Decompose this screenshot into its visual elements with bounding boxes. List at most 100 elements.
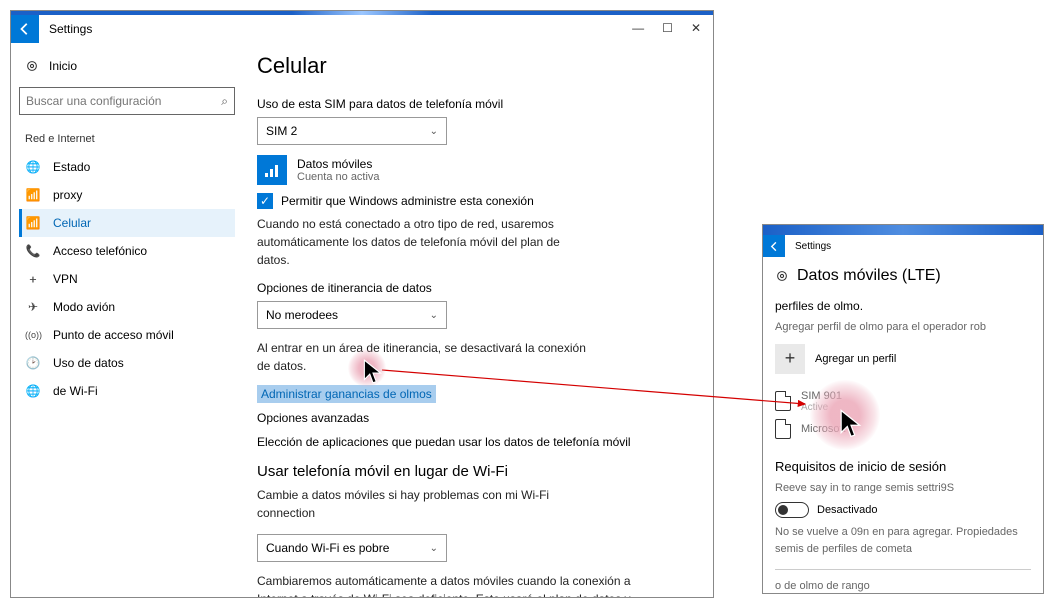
home-label: Inicio	[49, 59, 77, 73]
close-button[interactable]: ✕	[691, 21, 701, 35]
sidebar: Inicio ⌕ Red e Internet 🌐 Estado 📶 proxy…	[11, 43, 243, 597]
globe-icon: 🌐	[25, 384, 41, 398]
auto-connect-note: Cuando no está conectado a otro tipo de …	[257, 215, 587, 269]
nav-label: Uso de datos	[53, 356, 124, 370]
plus-icon: +	[775, 344, 805, 374]
checkbox-checked-icon[interactable]: ✓	[257, 193, 273, 209]
roaming-note: Al entrar en un área de itinerancia, se …	[257, 339, 587, 375]
signal-icon: 📶	[25, 216, 41, 230]
nav-uso-datos[interactable]: 🕑 Uso de datos	[19, 349, 235, 377]
login-req-header: Requisitos de inicio de sesión	[775, 459, 1031, 474]
clock-icon: 🕑	[25, 356, 41, 370]
add-profile-label: Agregar un perfil	[815, 353, 896, 365]
apps-choice-label: Elección de aplicaciones que puedan usar…	[257, 435, 695, 449]
signal-bars-icon	[257, 155, 287, 185]
toggle-off-icon[interactable]	[775, 502, 809, 518]
sim-profile-status: Active	[801, 402, 842, 413]
checkbox-label: Permitir que Windows administre esta con…	[281, 194, 534, 208]
nav-vpn[interactable]: ᚐ VPN	[19, 265, 235, 293]
roaming-label: Opciones de itinerancia de datos	[257, 281, 695, 295]
nav-hotspot[interactable]: ((o)) Punto de acceso móvil	[19, 321, 235, 349]
sim-select[interactable]: SIM 2 ⌄	[257, 117, 447, 145]
tile-text: Datos móviles Cuenta no activa	[297, 157, 380, 183]
roaming-value: No merodees	[266, 308, 338, 322]
login-toggle[interactable]: Desactivado	[775, 502, 1031, 518]
separator	[775, 569, 1031, 570]
content-area: Celular Uso de esta SIM para datos de te…	[243, 43, 713, 597]
hotspot-icon: ((o))	[25, 330, 41, 340]
tile-title: Datos móviles	[297, 157, 380, 171]
maximize-button[interactable]: ☐	[662, 21, 673, 35]
login-desc: Reeve say in to range semis settri9S	[775, 480, 1031, 497]
minimize-button[interactable]: —	[632, 21, 644, 35]
add-profile-button[interactable]: + Agregar un perfil	[775, 344, 1031, 374]
nav-label: VPN	[53, 272, 78, 286]
use-cellular-header: Usar telefonía móvil en lugar de Wi-Fi	[257, 463, 695, 480]
nav-label: Estado	[53, 160, 90, 174]
nav-acceso-telefonico[interactable]: 📞 Acceso telefónico	[19, 237, 235, 265]
back-button[interactable]	[763, 235, 785, 257]
globe-icon: 🌐	[25, 160, 41, 174]
chevron-down-icon: ⌄	[430, 543, 438, 554]
sim-profile-2[interactable]: Microsoft	[775, 419, 1031, 439]
nav-label: Punto de acceso móvil	[53, 328, 174, 342]
vpn-icon: ᚐ	[25, 272, 41, 286]
home-nav[interactable]: Inicio	[19, 53, 235, 79]
window-frame-top	[763, 225, 1043, 235]
nav-modo-avion[interactable]: ✈ Modo avión	[19, 293, 235, 321]
sim-card-icon	[775, 391, 791, 411]
profiles-label: perfiles de olmo.	[775, 299, 1031, 313]
page-title: Celular	[257, 53, 695, 79]
switch-description: Cambie a datos móviles si hay problemas …	[257, 486, 557, 522]
lte-content: Datos móviles (LTE) perfiles de olmo. Ag…	[763, 267, 1043, 595]
sim-profile-name: Microsoft	[801, 423, 846, 435]
sim-usage-label: Uso de esta SIM para datos de telefonía …	[257, 97, 695, 111]
sim-select-value: SIM 2	[266, 124, 297, 138]
sim-profile-name: SIM 901	[801, 390, 842, 402]
settings-window-lte: Settings Datos móviles (LTE) perfiles de…	[762, 224, 1044, 594]
window-title: Settings	[39, 22, 92, 36]
airplane-icon: ✈	[25, 300, 41, 314]
search-box[interactable]: ⌕	[19, 87, 235, 115]
sim-card-icon	[775, 419, 791, 439]
mobile-data-tile[interactable]: Datos móviles Cuenta no activa	[257, 155, 695, 185]
back-button[interactable]	[11, 15, 39, 43]
phone-icon: 📞	[25, 244, 41, 258]
search-icon: ⌕	[221, 94, 228, 109]
search-input[interactable]	[26, 94, 221, 108]
sim-profile-text: SIM 901 Active	[801, 390, 842, 413]
settings-window-main: Settings — ☐ ✕ Inicio ⌕ Red e Internet 🌐	[10, 10, 714, 598]
sim-profile-1[interactable]: SIM 901 Active	[775, 390, 1031, 413]
titlebar: Settings — ☐ ✕	[11, 15, 713, 43]
allow-windows-checkbox-row[interactable]: ✓ Permitir que Windows administre esta c…	[257, 193, 695, 209]
wifi-quality-select[interactable]: Cuando Wi-Fi es pobre ⌄	[257, 534, 447, 562]
lte-page-header: Datos móviles (LTE)	[775, 267, 1031, 285]
gear-icon	[775, 269, 789, 283]
nav-label: proxy	[53, 188, 82, 202]
window-controls: — ☐ ✕	[622, 15, 711, 41]
nav-label: Acceso telefónico	[53, 244, 147, 258]
window-title: Settings	[785, 241, 831, 252]
login-note: No se vuelve a 09n en para agregar. Prop…	[775, 524, 1025, 557]
nav-label: Modo avión	[53, 300, 115, 314]
wifi-icon: 📶	[25, 188, 41, 202]
nav-celular[interactable]: 📶 Celular	[19, 209, 235, 237]
advanced-options-link[interactable]: Opciones avanzadas	[257, 411, 695, 425]
wifi-quality-value: Cuando Wi-Fi es pobre	[266, 541, 389, 555]
switch-note: Cambiaremos automáticamente a datos móvi…	[257, 572, 637, 597]
gear-icon	[25, 59, 39, 73]
lte-page-title: Datos móviles (LTE)	[797, 267, 941, 285]
nav-label: de Wi-Fi	[53, 384, 98, 398]
range-footer: o de olmo de rango	[775, 578, 1031, 595]
nav-proxy[interactable]: 📶 proxy	[19, 181, 235, 209]
admin-profiles-link[interactable]: Administrar ganancias de olmos	[257, 387, 695, 401]
nav-group-header: Red e Internet	[19, 129, 235, 153]
roaming-select[interactable]: No merodees ⌄	[257, 301, 447, 329]
nav-wifi[interactable]: 🌐 de Wi-Fi	[19, 377, 235, 405]
tile-subtitle: Cuenta no activa	[297, 171, 380, 183]
add-profile-desc: Agregar perfil de olmo para el operador …	[775, 319, 1031, 336]
sim-profile-text: Microsoft	[801, 423, 846, 435]
nav-estado[interactable]: 🌐 Estado	[19, 153, 235, 181]
chevron-down-icon: ⌄	[430, 126, 438, 137]
nav-label: Celular	[53, 216, 91, 230]
